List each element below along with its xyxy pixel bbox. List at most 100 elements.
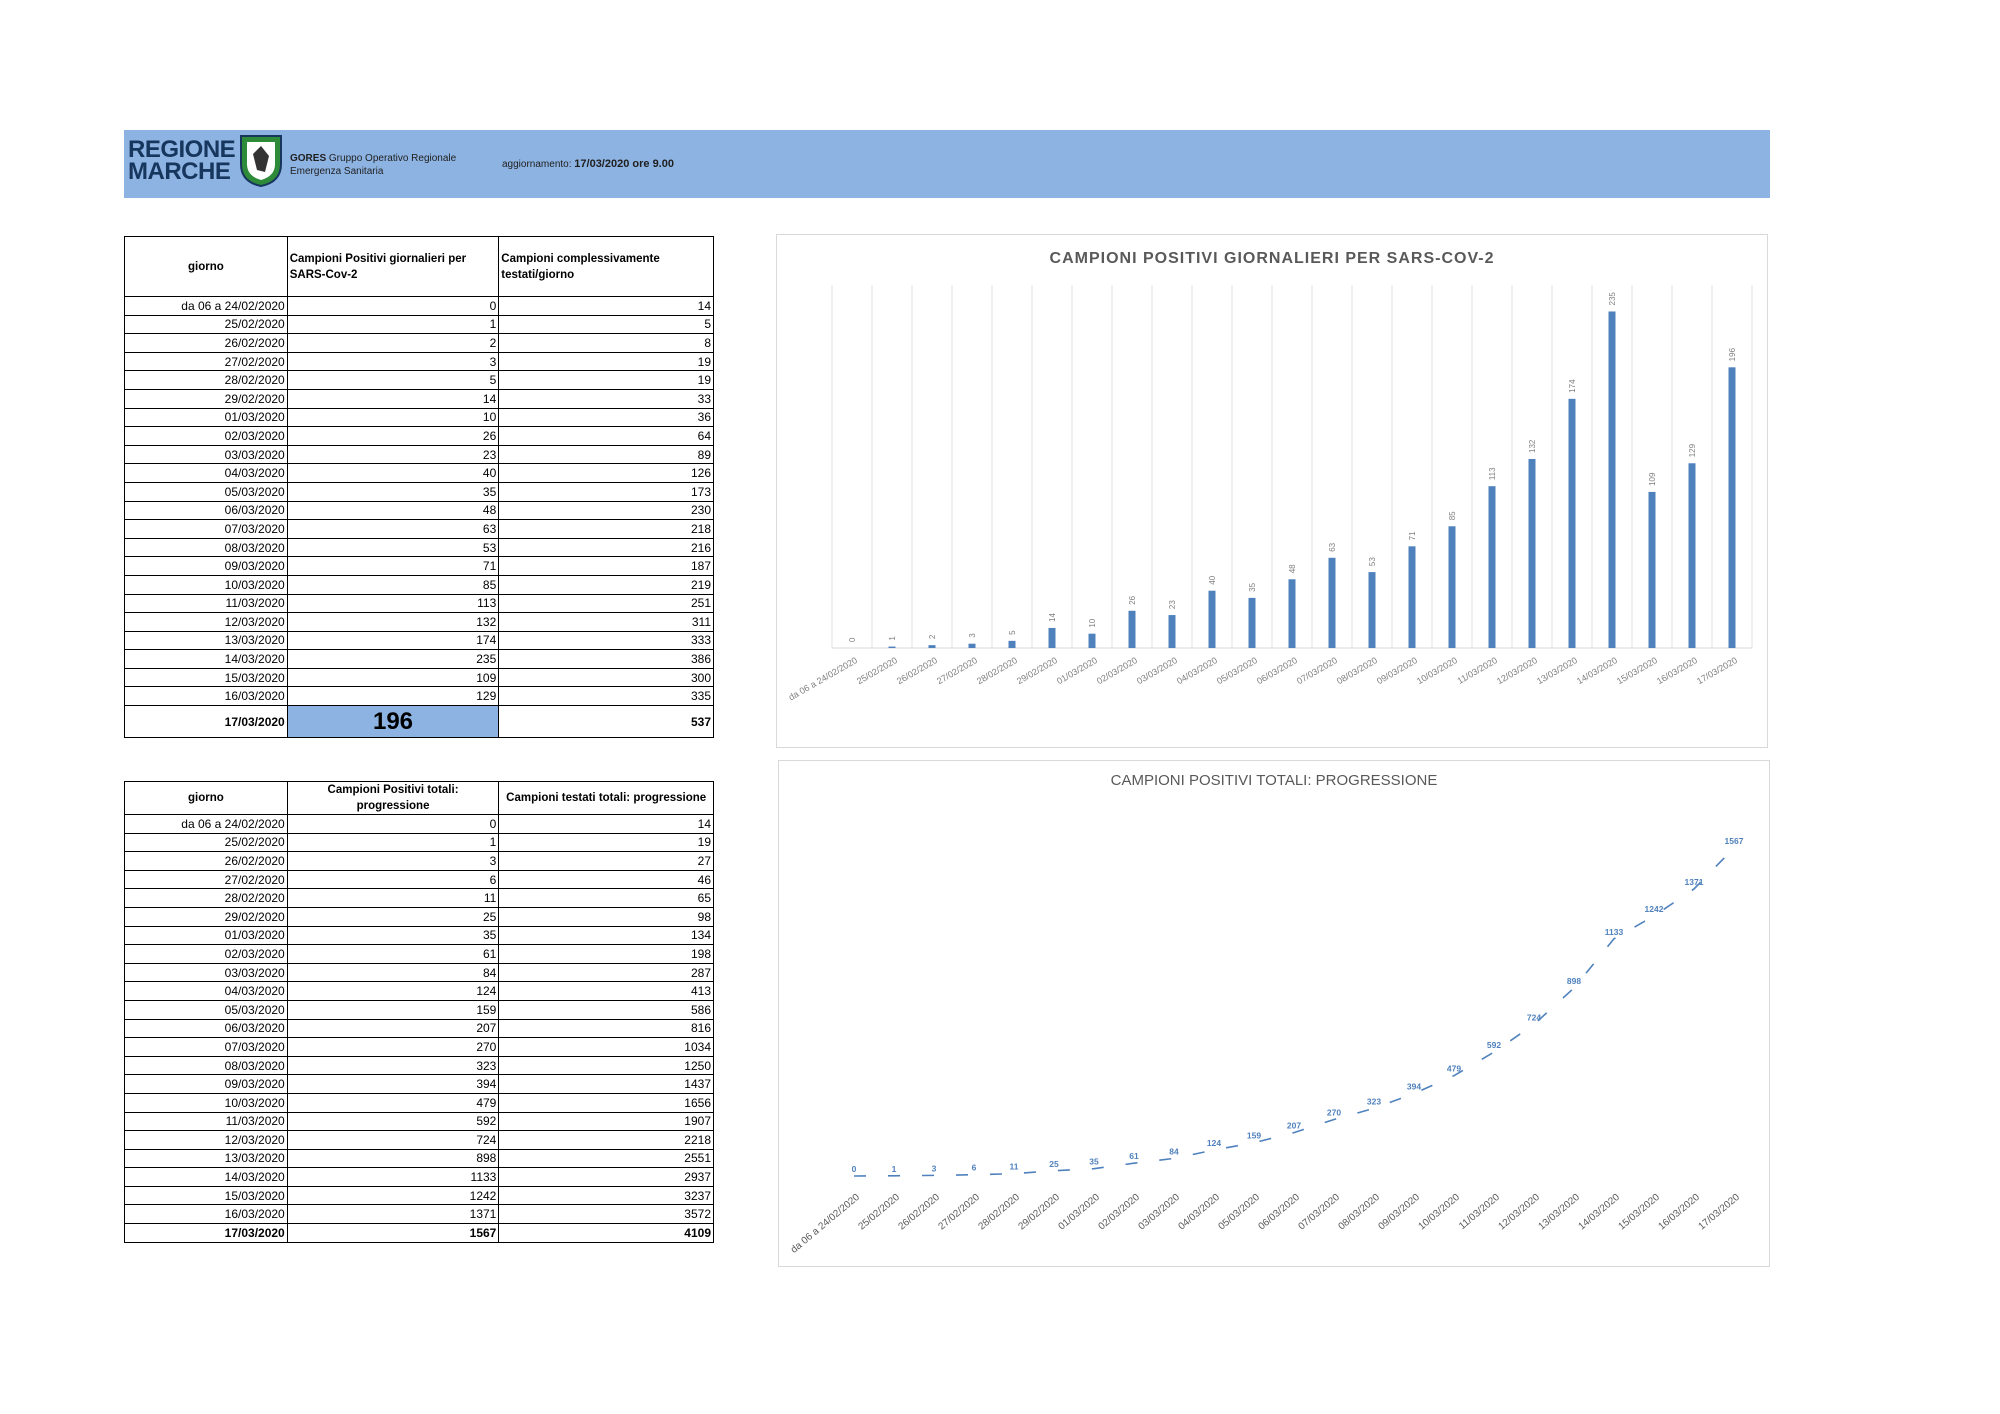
cell-tested: 287 xyxy=(498,962,714,983)
data-label: 35 xyxy=(1089,1157,1099,1167)
cell-day: 07/03/2020 xyxy=(124,519,288,539)
table-row: 01/03/2020 35 134 xyxy=(124,925,714,946)
cell-day: 15/03/2020 xyxy=(124,1185,288,1206)
x-tick-label: 02/03/2020 xyxy=(1097,1192,1143,1233)
cell-day: 09/03/2020 xyxy=(124,1074,288,1094)
highlighted-latest-value: 196 xyxy=(286,705,500,739)
x-tick-label: 04/03/2020 xyxy=(1175,655,1219,686)
table-row: 05/03/2020 35 173 xyxy=(124,481,714,502)
data-label: 1 xyxy=(888,636,897,641)
data-label: 235 xyxy=(1608,292,1617,306)
table-row: da 06 a 24/02/2020 0 14 xyxy=(124,296,714,316)
table-row: 27/02/2020 3 19 xyxy=(124,351,714,372)
x-tick-label: 28/02/2020 xyxy=(975,655,1019,686)
cell-day: 15/03/2020 xyxy=(124,667,288,688)
data-label: 48 xyxy=(1288,564,1297,573)
cell-tested: 386 xyxy=(498,649,714,669)
cell-positive: 1 xyxy=(286,832,500,853)
cell-day: da 06 a 24/02/2020 xyxy=(124,296,288,316)
bar xyxy=(928,645,936,648)
cell-day: 29/02/2020 xyxy=(124,388,288,409)
table-row: 10/03/2020 479 1656 xyxy=(124,1092,714,1113)
chart-title: CAMPIONI POSITIVI GIORNALIERI PER SARS-C… xyxy=(1050,250,1495,267)
data-label: 0 xyxy=(852,1164,857,1174)
table-row: 16/03/2020 1371 3572 xyxy=(124,1204,714,1225)
cell-day: 10/03/2020 xyxy=(124,1092,288,1113)
x-tick-label: 09/03/2020 xyxy=(1377,1192,1423,1233)
cell-tested: 27 xyxy=(498,851,714,871)
data-label: 10 xyxy=(1088,618,1097,627)
table-row: 25/02/2020 1 19 xyxy=(124,832,714,853)
cell-day: 08/03/2020 xyxy=(124,537,288,558)
cell-day: 29/02/2020 xyxy=(124,906,288,927)
data-label: 3 xyxy=(968,633,977,638)
cell-tested: 173 xyxy=(498,481,714,502)
bar xyxy=(1208,590,1216,648)
x-tick-label: 13/03/2020 xyxy=(1537,1192,1583,1233)
logo-line2: MARCHE xyxy=(128,158,231,185)
cell-positive: 53 xyxy=(286,537,500,558)
table-row: 17/03/2020 1567 4109 xyxy=(124,1223,714,1243)
col-header-daily-positive: Campioni Positivi giornalieri per SARS-C… xyxy=(286,236,500,297)
table-row: 08/03/2020 53 216 xyxy=(124,537,714,558)
table-row: 09/03/2020 71 187 xyxy=(124,556,714,576)
table-row: da 06 a 24/02/2020 0 14 xyxy=(124,814,714,834)
data-label: 159 xyxy=(1247,1131,1261,1141)
data-label: 174 xyxy=(1568,379,1577,393)
cell-tested: 1656 xyxy=(498,1092,714,1113)
cell-tested: 219 xyxy=(498,574,714,595)
cell-day: 09/03/2020 xyxy=(124,556,288,576)
cell-tested: 98 xyxy=(498,906,714,927)
cell-positive: 235 xyxy=(286,649,500,669)
col-header-total-positive: Campioni Positivi totali: progressione xyxy=(286,781,500,815)
cell-day: 27/02/2020 xyxy=(124,869,288,890)
cell-positive: 1371 xyxy=(286,1204,500,1225)
cell-positive: 898 xyxy=(286,1148,500,1169)
table-row: 17/03/2020 196 537 xyxy=(124,705,714,739)
cell-day: da 06 a 24/02/2020 xyxy=(124,814,288,834)
cell-tested: 537 xyxy=(498,705,714,739)
cell-tested: 64 xyxy=(498,426,714,446)
cell-tested: 3237 xyxy=(498,1185,714,1206)
cell-tested: 89 xyxy=(498,444,714,465)
table-row: 14/03/2020 1133 2937 xyxy=(124,1167,714,1187)
cell-day: 06/03/2020 xyxy=(124,500,288,521)
data-label: 1371 xyxy=(1685,877,1704,887)
col-header-day: giorno xyxy=(124,781,288,815)
table-row: 04/03/2020 40 126 xyxy=(124,463,714,483)
cell-positive: 129 xyxy=(286,686,500,707)
chart-title: CAMPIONI POSITIVI TOTALI: PROGRESSIONE xyxy=(1111,772,1438,789)
cell-day: 12/03/2020 xyxy=(124,612,288,632)
x-tick-label: 06/03/2020 xyxy=(1255,655,1299,686)
bar xyxy=(1168,615,1176,648)
x-tick-label: 11/03/2020 xyxy=(1456,655,1499,686)
shield-icon xyxy=(240,135,283,188)
cell-day: 17/03/2020 xyxy=(124,705,288,739)
series-line xyxy=(853,847,1735,1177)
data-label: 270 xyxy=(1327,1107,1341,1117)
bar xyxy=(1008,640,1016,648)
cell-day: 06/03/2020 xyxy=(124,1018,288,1039)
data-label: 26 xyxy=(1128,595,1137,604)
cell-positive: 61 xyxy=(286,944,500,964)
bar xyxy=(1528,458,1536,648)
cell-positive: 11 xyxy=(286,888,500,908)
cumulative-positive-chart: CAMPIONI POSITIVI TOTALI: PROGRESSIONE 0… xyxy=(778,760,1770,1267)
cell-tested: 126 xyxy=(498,463,714,483)
cell-tested: 333 xyxy=(498,630,714,651)
cell-day: 05/03/2020 xyxy=(124,481,288,502)
bar xyxy=(1328,557,1336,648)
x-tick-label: 03/03/2020 xyxy=(1137,1192,1183,1233)
cell-day: 25/02/2020 xyxy=(124,314,288,335)
cell-positive: 394 xyxy=(286,1074,500,1094)
data-label: 2 xyxy=(928,634,937,639)
cell-day: 26/02/2020 xyxy=(124,851,288,871)
data-label: 25 xyxy=(1049,1159,1059,1169)
cell-day: 25/02/2020 xyxy=(124,832,288,853)
cell-positive: 2 xyxy=(286,333,500,353)
cell-positive: 124 xyxy=(286,981,500,1001)
bar xyxy=(888,646,896,648)
cell-positive: 113 xyxy=(286,593,500,614)
cell-tested: 65 xyxy=(498,888,714,908)
update-value: 17/03/2020 ore 9.00 xyxy=(574,158,674,170)
